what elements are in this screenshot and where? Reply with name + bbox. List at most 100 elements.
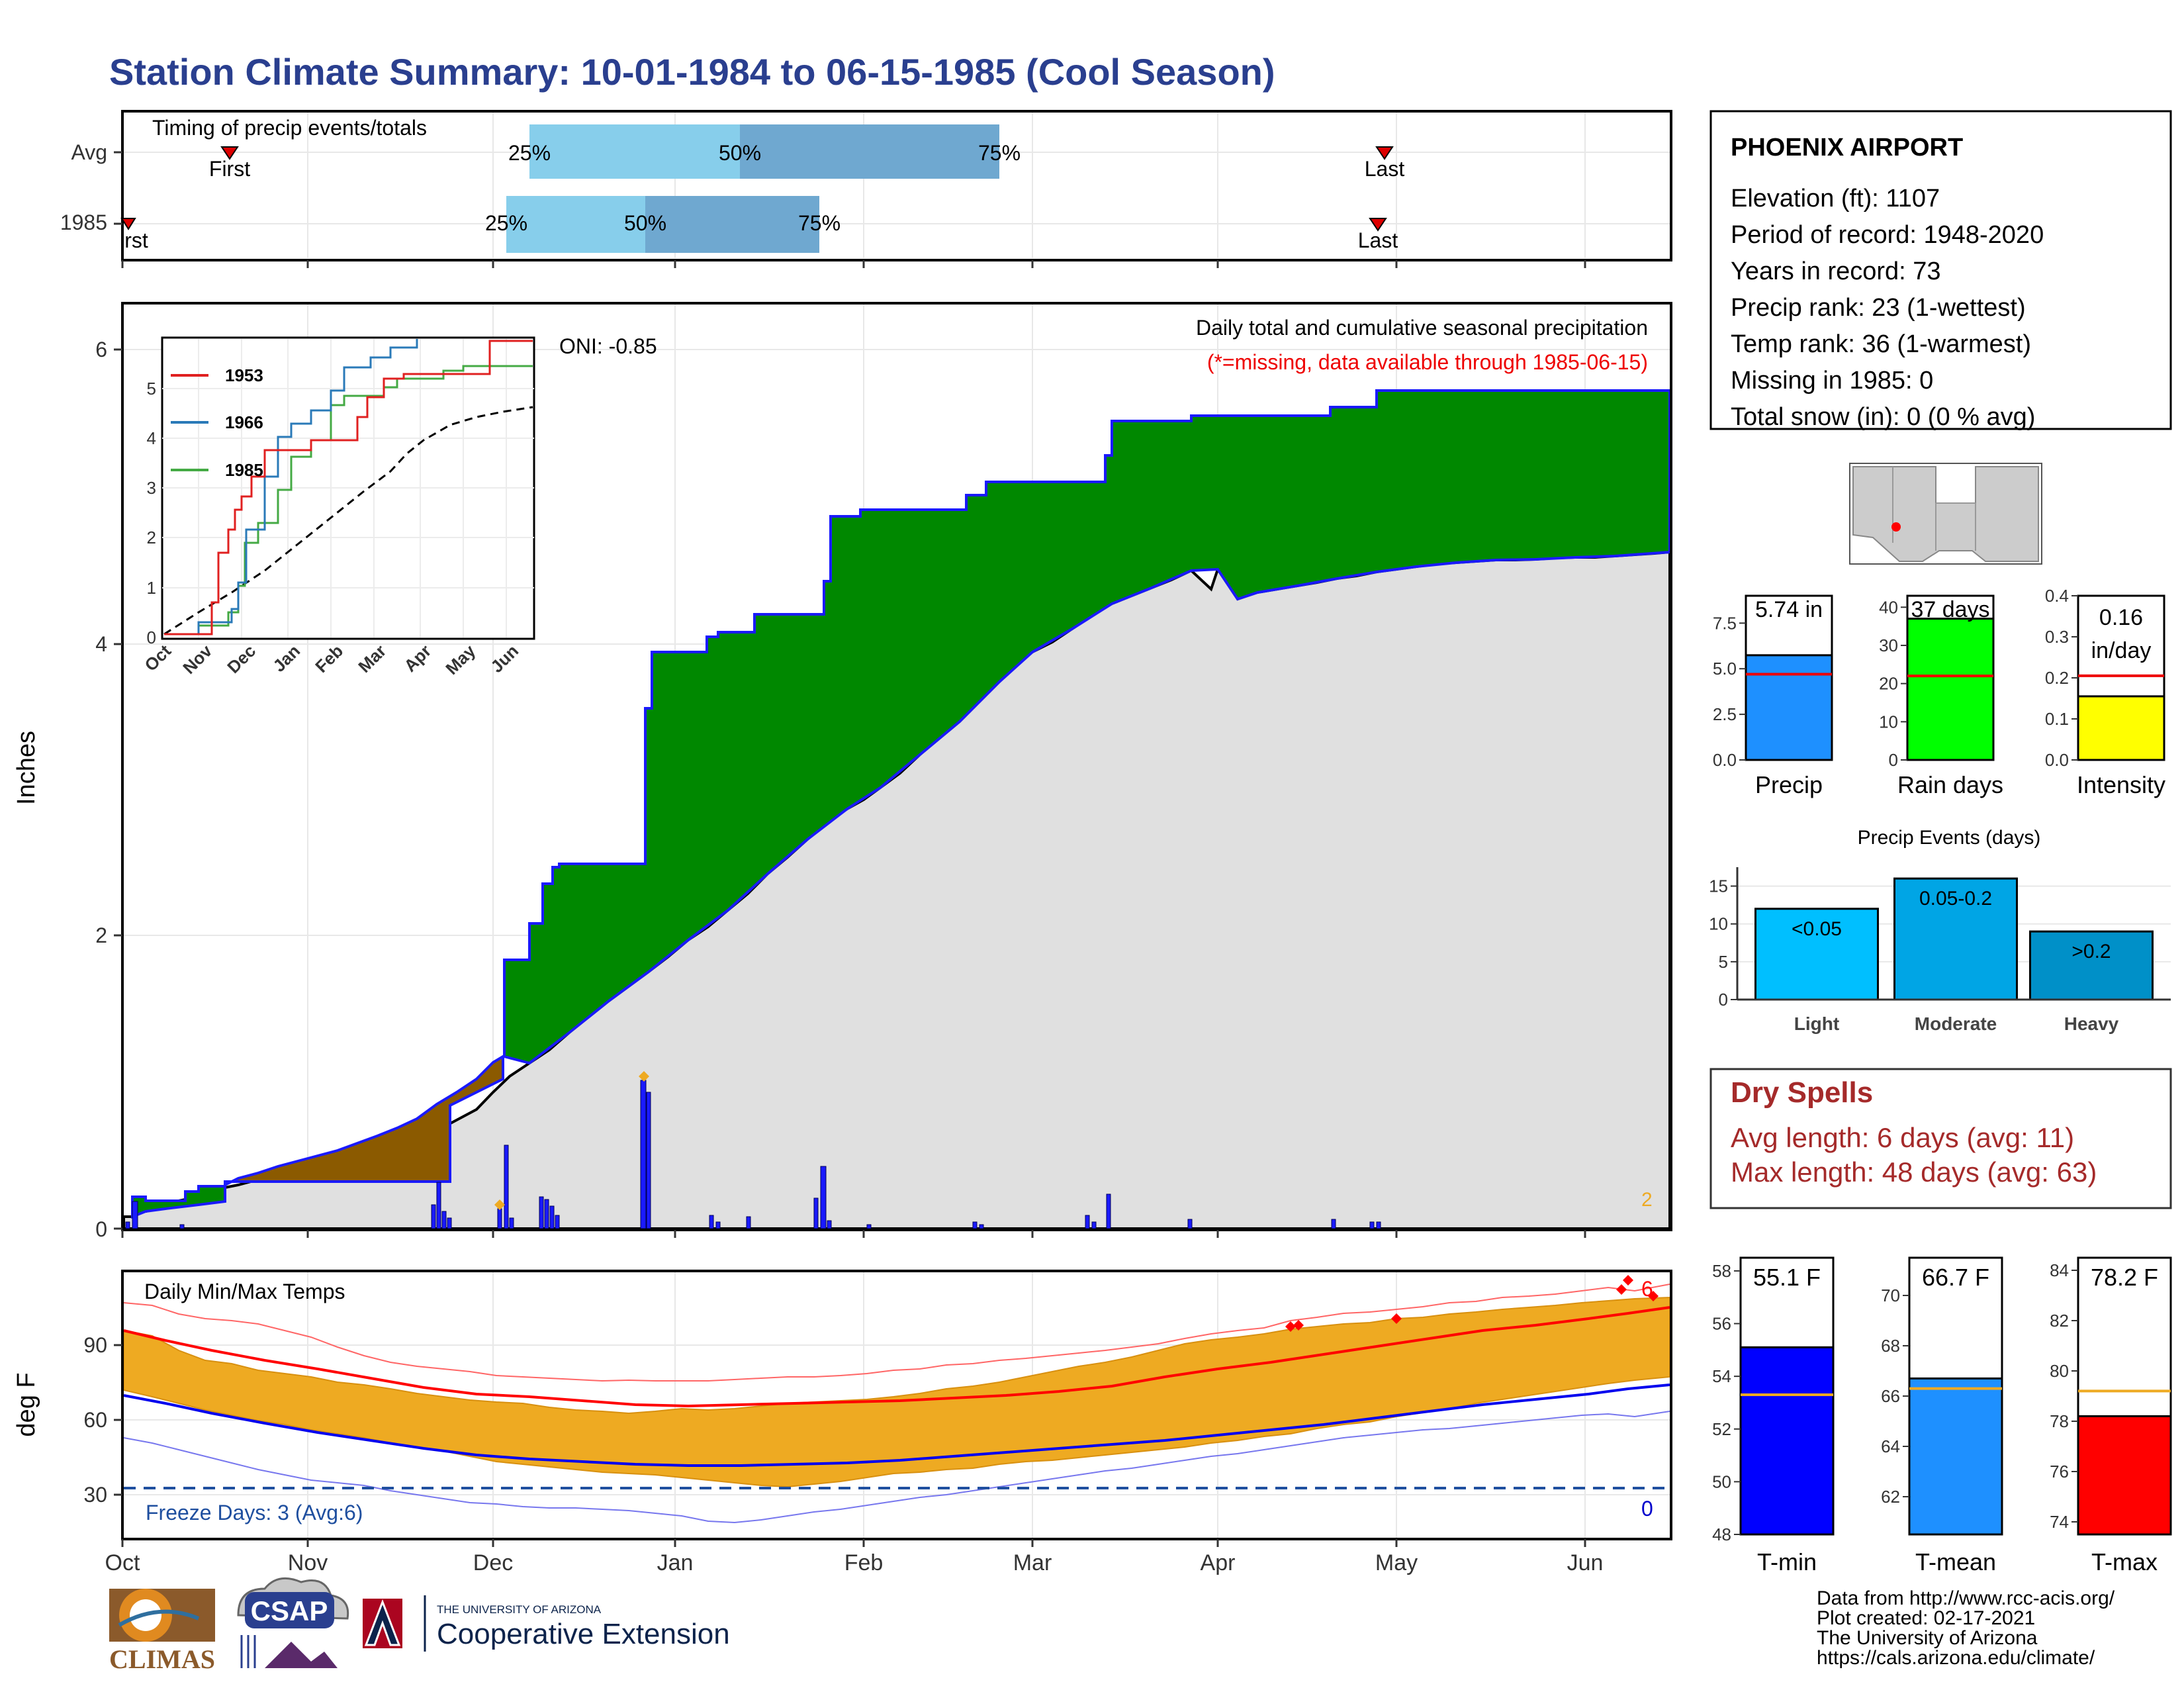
gauge-label-0: Precip bbox=[1755, 771, 1823, 798]
temp-y-tick-90: 90 bbox=[83, 1333, 107, 1357]
temp-gauge-bar-1 bbox=[1908, 1377, 2003, 1536]
dry-spells-avg: Avg length: 6 days (avg: 11) bbox=[1731, 1122, 2074, 1153]
timing-avg-p50: 50% bbox=[719, 141, 761, 165]
temp-gauge-bar-0 bbox=[1739, 1346, 1835, 1536]
temp-gauge-2-tick-2: 78 bbox=[2050, 1411, 2069, 1431]
station-snow: Total snow (in): 0 (0 % avg) bbox=[1731, 403, 2035, 431]
inset-y-tick-1: 1 bbox=[147, 578, 156, 598]
timing-avg-first-marker bbox=[220, 146, 239, 160]
timing-row-label-avg: Avg bbox=[71, 140, 107, 164]
inset-line-1966 bbox=[164, 339, 418, 635]
precip-y-tick-4: 4 bbox=[95, 632, 107, 656]
precip-panel-subtitle: (*=missing, data available through 1985-… bbox=[1207, 350, 1648, 374]
timing-1985-p75: 75% bbox=[798, 211, 841, 235]
csap-logo: CSAP bbox=[237, 1577, 349, 1668]
gauge-bar-2 bbox=[2077, 695, 2165, 761]
temp-gauge-label-1: T-mean bbox=[1915, 1548, 1996, 1575]
gauge-2-tick-3: 0.3 bbox=[2045, 627, 2069, 647]
timing-avg-bar-50-75 bbox=[740, 124, 999, 179]
timing-avg-last-label: Last bbox=[1365, 157, 1405, 181]
station-missing: Missing in 1985: 0 bbox=[1731, 367, 1933, 395]
x-tick-jan: Jan bbox=[657, 1550, 694, 1575]
gauge-label-2: Intensity bbox=[2077, 771, 2165, 798]
precip-y-tick-6: 6 bbox=[95, 338, 107, 361]
precip-events-y-tick-1: 5 bbox=[1719, 952, 1728, 972]
csap-logo-text: CSAP bbox=[251, 1595, 328, 1626]
inset-avg-line bbox=[163, 406, 533, 635]
timing-1985-last-label: Last bbox=[1358, 228, 1398, 252]
inset-legend-1953: 1953 bbox=[225, 365, 263, 385]
x-tick-apr: Apr bbox=[1201, 1550, 1236, 1575]
inset-legend-1985: 1985 bbox=[225, 460, 263, 480]
temp-gauge-2-tick-3: 80 bbox=[2050, 1361, 2069, 1381]
gauge-2-tick-2: 0.2 bbox=[2045, 668, 2069, 688]
temp-gauge-0-tick-1: 50 bbox=[1712, 1472, 1731, 1491]
climas-logo-text: CLIMAS bbox=[109, 1644, 215, 1674]
dry-spells-max: Max length: 48 days (avg: 63) bbox=[1731, 1156, 2097, 1188]
below-average-area bbox=[224, 1054, 504, 1188]
timing-1985-bar-25-50 bbox=[506, 196, 645, 253]
gauge-0-tick-1: 2.5 bbox=[1713, 704, 1737, 724]
temp-gauge-2-tick-0: 74 bbox=[2050, 1512, 2069, 1532]
inset-y-tick-3: 3 bbox=[147, 478, 156, 498]
precip-y-tick-0: 0 bbox=[95, 1217, 107, 1241]
gauge-value-2: 0.16 bbox=[2099, 605, 2143, 630]
precip-events-y-tick-2: 10 bbox=[1709, 914, 1728, 934]
timing-avg-first-label: First bbox=[209, 157, 250, 181]
avg-min-line bbox=[123, 1383, 1670, 1467]
precip-panel-title: Daily total and cumulative seasonal prec… bbox=[1196, 316, 1648, 340]
precip-event-bar-heavy bbox=[2029, 930, 2154, 1001]
station-temp-rank: Temp rank: 36 (1-warmest) bbox=[1731, 330, 2031, 358]
temp-gauge-0-tick-5: 58 bbox=[1712, 1261, 1731, 1281]
temperature-gauges: 55.1 F T-min 48 50 52 54 56 58 66.7 F T-mean 62 64 6… bbox=[1712, 1256, 2172, 1575]
early-season-area bbox=[131, 1185, 226, 1219]
timing-avg-last-marker bbox=[1375, 146, 1394, 160]
temp-gauge-2-tick-4: 82 bbox=[2050, 1311, 2069, 1331]
record-low-line bbox=[123, 1411, 1670, 1524]
precip-events-y-tick-3: 15 bbox=[1709, 876, 1728, 896]
oni-label: ONI: -0.85 bbox=[559, 334, 657, 358]
temp-gauge-label-2: T-max bbox=[2091, 1548, 2158, 1575]
record-high-markers bbox=[1285, 1275, 1659, 1332]
gauge-0-tick-3: 7.5 bbox=[1713, 613, 1737, 633]
precip-y-tick-2: 2 bbox=[95, 923, 107, 947]
gauge-1-tick-4: 40 bbox=[1879, 597, 1898, 617]
station-years: Years in record: 73 bbox=[1731, 258, 1941, 285]
gauge-2-tick-4: 0.4 bbox=[2045, 586, 2069, 606]
timing-row-label-1985: 1985 bbox=[60, 211, 107, 234]
footer-line-3: The University of Arizona bbox=[1817, 1627, 2038, 1649]
footer-line-2: Plot created: 02-17-2021 bbox=[1817, 1607, 2035, 1629]
record-low-count: 0 bbox=[1641, 1497, 1653, 1521]
temp-gauge-value-0: 55.1 F bbox=[1753, 1264, 1821, 1291]
temp-panel: Daily Min/Max Temps Freeze Days: 3 (Avg:… bbox=[13, 1270, 1672, 1575]
precip-corner-count: 2 bbox=[1641, 1189, 1653, 1211]
precip-event-label-0: Light bbox=[1794, 1013, 1839, 1034]
temp-gauge-2-tick-1: 76 bbox=[2050, 1462, 2069, 1481]
gauge-value-0: 5.74 in bbox=[1755, 597, 1823, 622]
gauge-2-tick-0: 0.0 bbox=[2045, 750, 2069, 770]
timing-avg-bar-25-50 bbox=[529, 124, 740, 179]
station-info-box: PHOENIX AIRPORT Elevation (ft): 1107 Per… bbox=[1709, 110, 2172, 431]
inset-y-ticks: 0 1 2 3 4 5 bbox=[147, 379, 156, 647]
timing-avg-p25: 25% bbox=[508, 141, 551, 165]
gauge-2-tick-1: 0.1 bbox=[2045, 709, 2069, 729]
avg-max-line bbox=[123, 1306, 1670, 1408]
station-elevation: Elevation (ft): 1107 bbox=[1731, 185, 1940, 212]
temp-gauge-0-tick-2: 52 bbox=[1712, 1419, 1731, 1439]
gauge-bar-0 bbox=[1745, 654, 1833, 761]
gauge-label-1: Rain days bbox=[1897, 771, 2003, 798]
precip-event-text-0: <0.05 bbox=[1792, 918, 1842, 940]
timing-1985-p25: 25% bbox=[485, 211, 527, 235]
inset-y-tick-5: 5 bbox=[147, 379, 156, 399]
ua-logo: THE UNIVERSITY OF ARIZONA Cooperative Ex… bbox=[363, 1595, 730, 1652]
precip-event-bar-light bbox=[1754, 908, 1879, 1001]
temp-gauge-value-2: 78.2 F bbox=[2091, 1264, 2158, 1291]
timing-1985-last-marker bbox=[1369, 218, 1387, 232]
x-tick-dec: Dec bbox=[473, 1550, 513, 1575]
precip-event-label-2: Heavy bbox=[2064, 1013, 2119, 1034]
x-tick-may: May bbox=[1375, 1550, 1418, 1575]
location-map bbox=[1849, 463, 2042, 565]
precip-event-text-2: >0.2 bbox=[2071, 941, 2111, 962]
ua-logo-big-text: Cooperative Extension bbox=[437, 1618, 730, 1650]
timing-1985-first-marker bbox=[120, 218, 136, 230]
